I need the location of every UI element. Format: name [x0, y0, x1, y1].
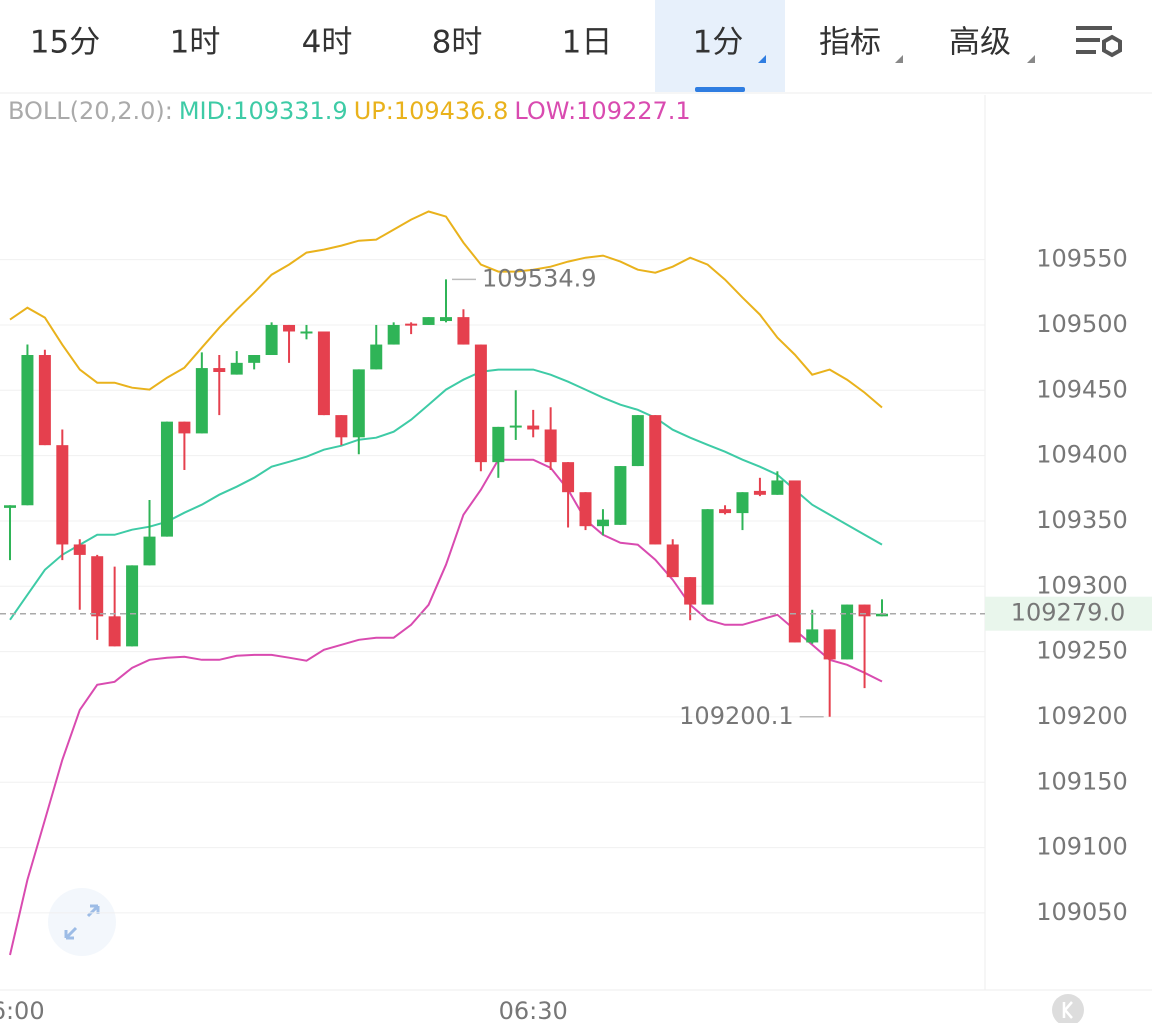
- last-price-label: 109279.0: [1011, 599, 1126, 627]
- candle-body: [195, 368, 208, 434]
- candle-body: [213, 368, 226, 372]
- y-tick-label: 109250: [1036, 637, 1128, 665]
- candle-body: [370, 344, 383, 370]
- annotation-label: 109200.1: [679, 702, 794, 730]
- settings-icon[interactable]: [1076, 26, 1122, 58]
- candle-body: [143, 536, 156, 566]
- candle-body: [178, 421, 191, 434]
- candle-body: [876, 613, 888, 617]
- candle-body: [771, 480, 784, 495]
- candle-body: [806, 629, 819, 643]
- y-tick-label: 109550: [1036, 245, 1128, 273]
- tab[interactable]: 8时: [432, 25, 483, 61]
- candle-body: [317, 331, 330, 416]
- y-tick-label: 109500: [1036, 310, 1128, 338]
- annotation-label: 109534.9: [482, 264, 597, 292]
- candle-body: [823, 629, 836, 660]
- expand-icon: [64, 904, 100, 940]
- candle-body: [509, 425, 522, 428]
- candle-body: [352, 369, 365, 438]
- candle-body: [753, 490, 766, 495]
- legend-entry: MID:109331.9: [179, 97, 348, 125]
- candle-body: [544, 429, 557, 463]
- active-tab-indicator: [695, 87, 745, 92]
- candle-body: [562, 462, 575, 493]
- scroll-end-icon: [1062, 1001, 1073, 1019]
- candle-body: [4, 505, 16, 508]
- candle-body: [527, 425, 540, 430]
- candle-body: [788, 480, 801, 643]
- tab[interactable]: 4时: [302, 25, 353, 61]
- tab[interactable]: 15分: [30, 25, 100, 61]
- candle-body: [38, 355, 51, 446]
- y-tick-label: 109200: [1036, 702, 1128, 730]
- candle-body: [56, 445, 69, 545]
- tab[interactable]: 1时: [170, 25, 221, 61]
- candle-body: [457, 317, 470, 345]
- candle-body: [631, 415, 644, 467]
- candle-body: [160, 421, 173, 537]
- candle-body: [73, 544, 86, 555]
- candle-body: [91, 556, 104, 617]
- boll-line: [9, 368, 883, 621]
- legend-entry: UP:109436.8: [354, 97, 509, 125]
- tab[interactable]: 1分: [693, 25, 744, 61]
- candle-body: [335, 415, 348, 438]
- y-tick-label: 109100: [1036, 833, 1128, 861]
- y-tick-label: 109350: [1036, 506, 1128, 534]
- candle-body: [666, 544, 679, 578]
- candle-body: [248, 355, 261, 363]
- active-tab-bg: [655, 0, 785, 92]
- candle-body: [422, 317, 435, 325]
- candle-body: [108, 616, 121, 647]
- tab[interactable]: 高级: [949, 25, 1011, 61]
- y-tick-label: 109050: [1036, 898, 1128, 926]
- candle-body: [858, 604, 871, 617]
- y-tick-label: 109150: [1036, 767, 1128, 795]
- candle-body: [579, 492, 592, 527]
- candle-body: [841, 604, 854, 660]
- candle-body: [230, 362, 243, 375]
- boll-line: [9, 458, 883, 956]
- candle-body: [649, 415, 662, 545]
- y-tick-label: 109300: [1036, 571, 1128, 599]
- y-tick-label: 109450: [1036, 375, 1128, 403]
- candle-body: [300, 331, 313, 334]
- boll-line: [9, 210, 883, 409]
- y-tick-label: 109400: [1036, 441, 1128, 469]
- candle-body: [736, 492, 749, 514]
- candle-body: [684, 577, 697, 605]
- candle-body: [265, 324, 278, 356]
- candle-body: [21, 355, 34, 506]
- candle-body: [126, 565, 139, 647]
- candle-body: [614, 466, 627, 525]
- candle-body: [440, 317, 452, 322]
- scroll-end-button[interactable]: [1052, 994, 1084, 1023]
- candle-body: [596, 519, 609, 527]
- dropdown-caret: [895, 55, 903, 63]
- expand-button[interactable]: [48, 888, 116, 956]
- dropdown-caret: [1027, 55, 1035, 63]
- indicator-legend: BOLL(20,2.0): MID:109331.9 UP:109436.8 LOW:…: [8, 97, 691, 125]
- indicator-label: BOLL(20,2.0):: [8, 97, 173, 125]
- x-tick-label: 06:00: [0, 997, 45, 1023]
- candle-body: [474, 344, 487, 463]
- x-tick-label: 06:30: [499, 997, 568, 1023]
- candle-body: [719, 509, 732, 514]
- candle-body: [701, 509, 714, 605]
- dropdown-caret: [758, 55, 766, 63]
- candle-body: [387, 324, 400, 345]
- candle-body: [283, 324, 296, 332]
- tab[interactable]: 指标: [819, 25, 881, 61]
- tab[interactable]: 1日: [562, 25, 613, 61]
- candle-body: [405, 323, 418, 326]
- candle-body: [492, 426, 505, 463]
- last-price-tag: [985, 596, 1152, 631]
- legend-entry: LOW:109227.1: [514, 97, 690, 125]
